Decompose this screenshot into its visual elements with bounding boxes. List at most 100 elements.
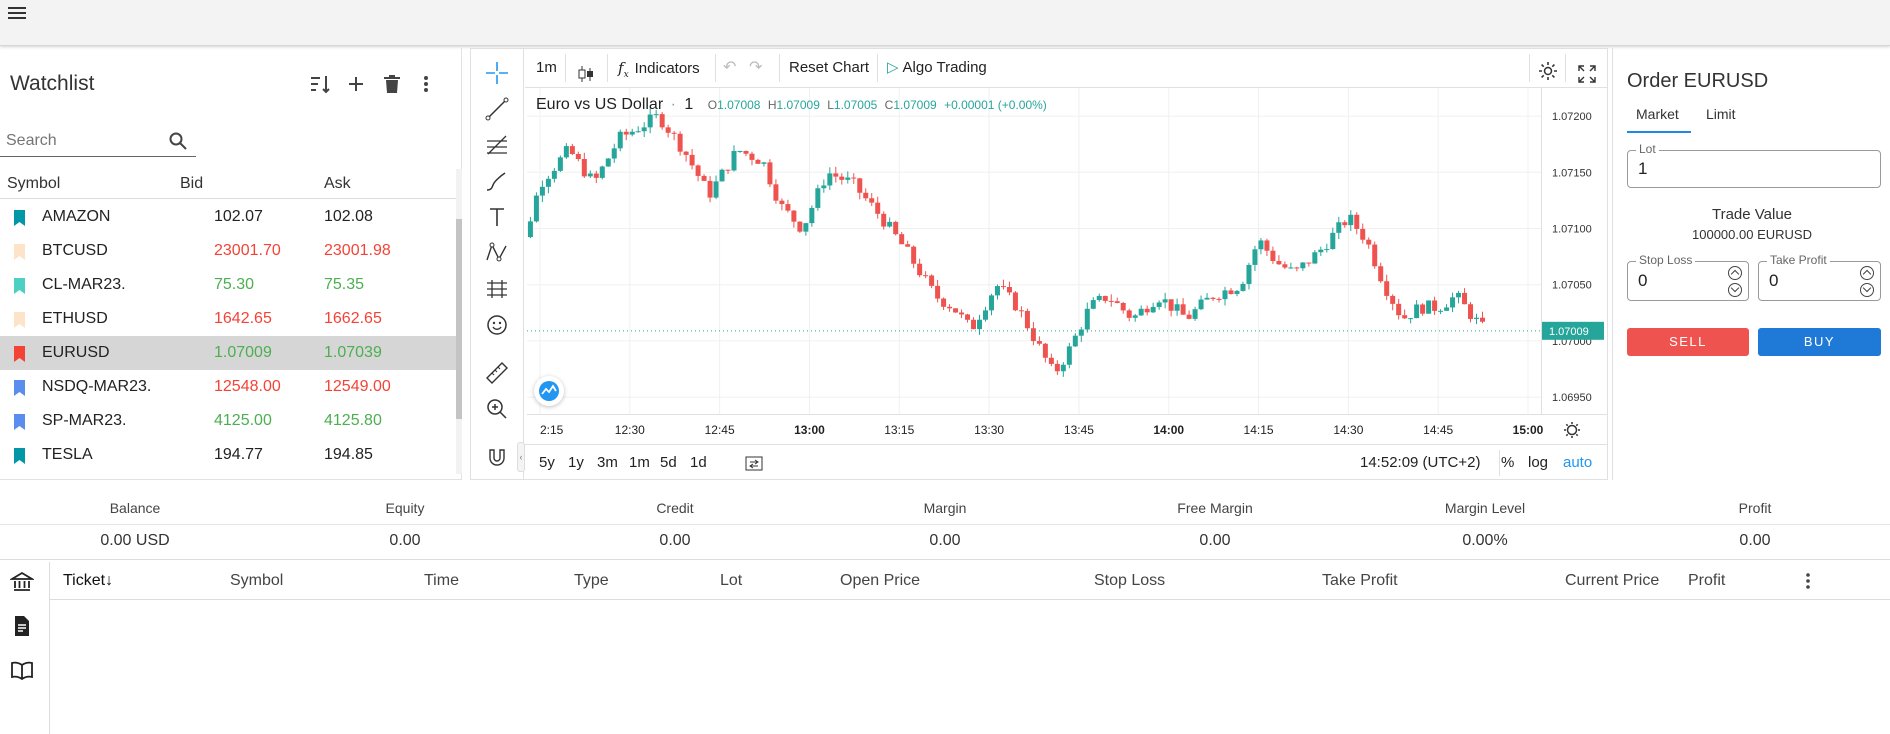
candle-body (982, 310, 988, 320)
watchlist-row[interactable]: SP-MAR23. 4125.00 4125.80 (0, 404, 456, 438)
add-icon[interactable] (344, 72, 368, 96)
account-label: Margin Level (1444, 500, 1526, 516)
percent-toggle[interactable]: % (1501, 454, 1515, 471)
candle-body (1108, 300, 1114, 302)
reset-chart-button[interactable]: Reset Chart (789, 59, 870, 76)
watchlist-row[interactable]: ETHUSD 1642.65 1662.65 (0, 302, 456, 336)
tab-limit[interactable]: Limit (1706, 106, 1736, 122)
stop-loss-input[interactable]: 0 (1638, 271, 1648, 290)
collapse-toolbar-icon[interactable]: ‹ (517, 442, 525, 472)
indicators-button[interactable]: fx Indicators (618, 48, 700, 88)
ruler-icon[interactable] (484, 360, 510, 386)
column-stop-loss[interactable]: Stop Loss (1094, 572, 1166, 589)
column-lot[interactable]: Lot (720, 572, 743, 589)
watchlist-row[interactable]: EURUSD 1.07009 1.07039 (0, 336, 456, 370)
lot-field[interactable]: Lot 1 (1627, 142, 1881, 188)
column-take-profit[interactable]: Take Profit (1322, 572, 1398, 589)
sell-button[interactable]: SELL (1627, 328, 1749, 356)
column-open-price[interactable]: Open Price (840, 572, 921, 589)
candle-body (593, 173, 599, 178)
log-toggle[interactable]: log (1528, 454, 1549, 471)
search-icon[interactable] (168, 131, 188, 151)
emoji-icon[interactable] (484, 312, 510, 338)
clock-label[interactable]: 14:52:09 (UTC+2) (1360, 454, 1481, 471)
candle-body (725, 169, 731, 171)
column-type[interactable]: Type (574, 572, 609, 589)
watchlist-row[interactable]: AMAZON 102.07 102.08 (0, 200, 456, 234)
crosshair-icon[interactable] (484, 60, 510, 86)
range-button-3m[interactable]: 3m (597, 454, 618, 471)
book-icon[interactable] (10, 658, 34, 687)
range-button-5y[interactable]: 5y (539, 454, 555, 471)
tab-market[interactable]: Market (1636, 106, 1679, 122)
column-ticket[interactable]: Ticket↓ (63, 572, 113, 590)
range-button-1m[interactable]: 1m (629, 454, 650, 471)
candle-body (701, 175, 707, 181)
take-profit-increment-icon[interactable] (1860, 266, 1874, 280)
stop-loss-increment-icon[interactable] (1728, 266, 1742, 280)
candle-type-icon[interactable] (577, 48, 595, 88)
time-scale-settings-icon[interactable] (1564, 422, 1580, 438)
pattern-icon[interactable] (484, 240, 510, 266)
watchlist-row[interactable]: TESLA 194.77 194.85 (0, 438, 456, 472)
column-symbol[interactable]: Symbol (230, 572, 284, 589)
time-scale[interactable]: 2:15 12:30 12:45 13:00 13:15 13:30 13:45 14:00 1… (527, 414, 1608, 444)
algo-trading-button[interactable]: ▷ Algo Trading (887, 48, 987, 88)
document-icon[interactable] (10, 614, 34, 643)
column-symbol[interactable]: Symbol (7, 175, 61, 192)
watchlist-row[interactable]: CL-MAR23. 75.30 75.35 (0, 268, 456, 302)
column-current-price[interactable]: Current Price (1565, 572, 1660, 589)
column-profit[interactable]: Profit (1688, 572, 1726, 589)
legend-l-label: L (827, 98, 834, 112)
tradingview-logo-icon[interactable] (534, 376, 564, 406)
interval-button[interactable]: 1m (536, 59, 557, 76)
buy-button[interactable]: BUY (1758, 328, 1881, 356)
range-button-5d[interactable]: 5d (660, 454, 677, 471)
range-button-1d[interactable]: 1d (690, 454, 707, 471)
stop-loss-decrement-icon[interactable] (1728, 283, 1742, 297)
watchlist-bid: 23001.70 (214, 242, 281, 259)
candle-body (1018, 310, 1024, 312)
candle-body (779, 200, 785, 205)
scrollbar-thumb[interactable] (456, 219, 462, 419)
take-profit-field[interactable]: Take Profit 0 (1758, 253, 1881, 301)
more-vert-icon[interactable] (1798, 571, 1818, 596)
candle-body (695, 165, 701, 176)
auto-toggle[interactable]: auto (1563, 454, 1593, 471)
trend-line-icon[interactable] (484, 96, 510, 122)
undo-icon[interactable]: ↶ (723, 59, 737, 76)
more-vert-icon[interactable] (414, 72, 438, 96)
goto-date-icon[interactable] (745, 454, 763, 476)
delete-icon[interactable] (380, 72, 404, 96)
settings-icon[interactable] (1537, 48, 1559, 88)
redo-icon[interactable]: ↷ (749, 59, 763, 76)
hamburger-menu-icon[interactable] (6, 4, 28, 24)
sort-icon[interactable] (308, 72, 332, 96)
take-profit-decrement-icon[interactable] (1860, 283, 1874, 297)
search-input[interactable] (6, 132, 156, 150)
take-profit-input[interactable]: 0 (1769, 271, 1779, 290)
text-icon[interactable] (484, 204, 510, 230)
column-time[interactable]: Time (424, 572, 459, 589)
brush-icon[interactable] (484, 168, 510, 194)
candle-body (1084, 308, 1090, 330)
price-scale[interactable]: 1.072001.071501.071001.070501.070001.069… (1541, 88, 1608, 414)
drawing-toolbar: ‹ (470, 48, 525, 480)
column-ask[interactable]: Ask (324, 175, 351, 192)
stop-loss-field[interactable]: Stop Loss 0 (1627, 253, 1749, 301)
zoom-in-icon[interactable] (484, 396, 510, 422)
candlestick-plot[interactable] (527, 88, 1541, 414)
candle-body (737, 150, 743, 152)
watchlist-row[interactable]: BTCUSD 23001.70 23001.98 (0, 234, 456, 268)
magnet-icon[interactable] (484, 444, 510, 470)
bank-icon[interactable] (8, 570, 36, 599)
range-button-1y[interactable]: 1y (568, 454, 584, 471)
prediction-icon[interactable] (484, 276, 510, 302)
lot-input[interactable]: 1 (1638, 159, 1648, 178)
search-field[interactable] (0, 127, 196, 157)
fullscreen-icon[interactable] (1578, 48, 1596, 88)
fib-icon[interactable] (484, 132, 510, 158)
watchlist-row[interactable]: NSDQ-MAR23. 12548.00 12549.00 (0, 370, 456, 404)
watchlist-scrollbar[interactable] (456, 169, 462, 474)
column-bid[interactable]: Bid (180, 175, 204, 192)
